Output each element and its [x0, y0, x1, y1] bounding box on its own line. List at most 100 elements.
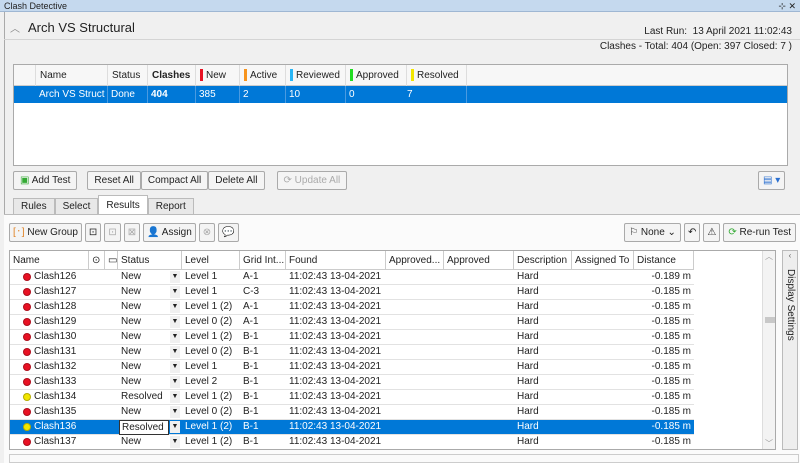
status-dropdown-icon[interactable]: ▼ [170, 301, 180, 313]
col-header[interactable]: Assigned To [572, 251, 634, 270]
status-dot-icon [23, 378, 31, 386]
status-dropdown-icon[interactable]: ▼ [170, 376, 180, 388]
reviewed-swatch [290, 69, 293, 82]
add-test-button[interactable]: ▣ Add Test [13, 171, 78, 190]
reset-all-button[interactable]: Reset All [87, 171, 141, 190]
status-dropdown-icon[interactable]: ▼ [170, 406, 180, 418]
scroll-thumb[interactable] [765, 317, 775, 323]
table-row[interactable]: Clash135 New ▼ Level 0 (2) B-1 11:02:43 13-04… [10, 405, 694, 420]
status-dropdown-icon[interactable]: ▼ [170, 271, 180, 283]
status-dropdown-icon[interactable]: ▼ [170, 331, 180, 343]
reset-button[interactable]: ↶ [683, 223, 701, 242]
col-header[interactable]: Approved [444, 251, 514, 270]
clash-status: Resolved [121, 391, 163, 402]
table-row[interactable]: Clash136 Resolved ▼ Level 1 (2) B-1 11:02:43 … [10, 420, 694, 435]
vertical-scrollbar[interactable]: ︿ ﹀ [762, 251, 775, 449]
col-header[interactable]: Approved... [386, 251, 444, 270]
col-header[interactable]: Grid Int... [240, 251, 286, 270]
table-row[interactable]: Clash133 New ▼ Level 2 B-1 11:02:43 13-04-202… [10, 375, 694, 390]
test-approved: 0 [349, 89, 355, 100]
add-test-icon: ▣ [20, 175, 30, 186]
assign-button[interactable]: 👤 Assign [143, 223, 196, 242]
status-dropdown-icon[interactable]: ▼ [170, 316, 180, 328]
table-row[interactable]: Clash126 New ▼ Level 1 A-1 11:02:43 13-04-202… [10, 270, 694, 285]
export-dropdown-button[interactable]: ▤ ▾ [758, 171, 786, 190]
clash-status: New [121, 271, 142, 282]
status-dropdown-icon[interactable]: ▼ [170, 286, 180, 298]
comment-icon[interactable]: ▭ [105, 251, 118, 270]
status-dropdown-icon[interactable]: ▼ [170, 361, 180, 373]
col-clashes[interactable]: Clashes [148, 65, 196, 86]
status-dot-icon [23, 303, 31, 311]
clash-distance: -0.185 m [651, 301, 691, 312]
remove-group-button: ⊠ [123, 223, 141, 242]
none-dropdown[interactable]: ⚐ None ⌄ [624, 223, 681, 242]
clash-level: Level 0 (2) [185, 316, 233, 327]
col-reviewed[interactable]: Reviewed [286, 65, 346, 86]
clash-distance: -0.189 m [651, 271, 691, 282]
clash-description: Hard [517, 421, 539, 432]
tab-results[interactable]: Results [98, 195, 148, 215]
tab-rules[interactable]: Rules [13, 198, 55, 215]
display-settings-panel[interactable]: ‹ Display Settings [782, 250, 798, 450]
test-row[interactable]: Arch VS Struct Done 404 385 2 10 0 7 [14, 86, 787, 103]
rerun-test-button[interactable]: ⟳ Re-run Test [723, 223, 796, 242]
warning-button[interactable]: ⚠ [703, 223, 721, 242]
col-header[interactable]: Description [514, 251, 572, 270]
table-row[interactable]: Clash129 New ▼ Level 0 (2) A-1 11:02:43 13-04… [10, 315, 694, 330]
delete-all-button[interactable]: Delete All [208, 171, 265, 190]
col-resolved[interactable]: Resolved [407, 65, 467, 86]
unassign-button: ⊗ [198, 223, 216, 242]
col-active[interactable]: Active [240, 65, 286, 86]
clash-grid: A-1 [243, 271, 259, 282]
col-name[interactable]: Name [36, 65, 108, 86]
clash-grid: B-1 [243, 391, 259, 402]
status-dropdown-icon[interactable]: ▼ [170, 436, 180, 448]
test-name: Arch VS Struct [36, 86, 108, 103]
col-header[interactable]: Found [286, 251, 386, 270]
table-row[interactable]: Clash130 New ▼ Level 1 (2) B-1 11:02:43 13-04… [10, 330, 694, 345]
col-approved[interactable]: Approved [346, 65, 407, 86]
clash-found: 11:02:43 13-04-2021 [289, 301, 382, 312]
table-row[interactable]: Clash131 New ▼ Level 0 (2) B-1 11:02:43 13-04… [10, 345, 694, 360]
col-header[interactable]: Distance [634, 251, 694, 270]
camera-icon[interactable]: ⊙ [89, 251, 105, 270]
status-select[interactable]: Resolved [119, 420, 169, 435]
tab-report[interactable]: Report [147, 198, 194, 215]
clash-found: 11:02:43 13-04-2021 [289, 331, 382, 342]
clash-distance: -0.185 m [651, 316, 691, 327]
clash-grid: B-1 [243, 421, 259, 432]
table-row[interactable]: Clash132 New ▼ Level 1 B-1 11:02:43 13-04-202… [10, 360, 694, 375]
clash-level: Level 2 [185, 376, 218, 387]
clash-description: Hard [517, 436, 539, 447]
status-dot-icon [23, 333, 31, 341]
compact-all-button[interactable]: Compact All [140, 171, 209, 190]
table-row[interactable]: Clash128 New ▼ Level 1 (2) A-1 11:02:43 13-04… [10, 300, 694, 315]
clash-grid: A-1 [243, 316, 259, 327]
clash-status: New [121, 286, 142, 297]
assign-icon: 👤 [147, 227, 160, 238]
group-select-button[interactable]: ⊡ [84, 223, 102, 242]
new-group-button[interactable]: [᛫] New Group [9, 223, 82, 242]
status-dropdown-icon[interactable]: ▼ [170, 421, 180, 433]
clash-status: New [121, 376, 142, 387]
clash-status: New [121, 436, 142, 447]
status-dropdown-icon[interactable]: ▼ [170, 391, 180, 403]
col-new[interactable]: New [196, 65, 240, 86]
clash-name: Clash134 [34, 391, 77, 402]
col-header[interactable]: Level [182, 251, 240, 270]
table-row[interactable]: Clash134 Resolved ▼ Level 1 (2) B-1 11:02:43 … [10, 390, 694, 405]
collapse-chevron-icon[interactable]: ︿ [10, 24, 20, 35]
status-dropdown-icon[interactable]: ▼ [170, 346, 180, 358]
col-header[interactable]: Status [118, 251, 182, 270]
clash-grid: B-1 [243, 406, 259, 417]
table-row[interactable]: Clash127 New ▼ Level 1 C-3 11:02:43 13-04-202… [10, 285, 694, 300]
table-row[interactable]: Clash137 New ▼ Level 1 (2) B-1 11:02:43 13-04… [10, 435, 694, 449]
clash-description: Hard [517, 316, 539, 327]
pin-close-icon[interactable]: ⊹ ✕ [778, 1, 796, 11]
col-status[interactable]: Status [108, 65, 148, 86]
col-header[interactable]: Name [10, 251, 89, 270]
tab-select[interactable]: Select [54, 198, 99, 215]
test-header[interactable]: ︿ Arch VS Structural [10, 20, 135, 35]
add-comment-button[interactable]: 💬 [218, 223, 239, 242]
